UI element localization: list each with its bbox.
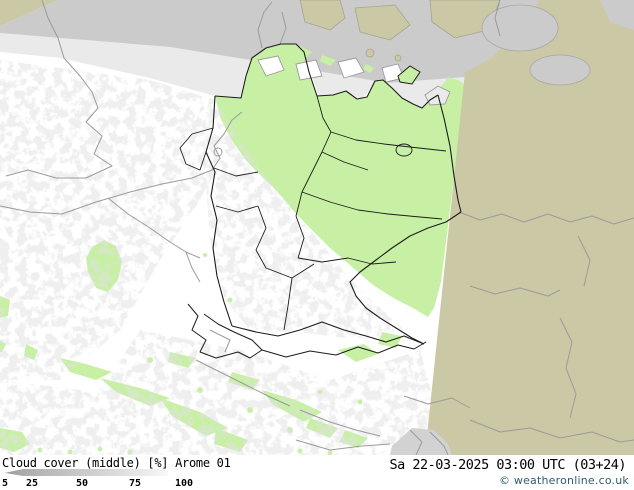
footer: Cloud cover (middle) [%] Arome 01 5 25 5… [0, 455, 634, 490]
gray-borders-layer [0, 0, 634, 455]
ruegen-island [397, 65, 421, 85]
legend-tick-25: 25 [26, 478, 39, 489]
land-outside-domain [0, 0, 634, 455]
cloud-texture-layer [0, 60, 440, 455]
legend-title: Cloud cover (middle) [%] Arome 01 [2, 456, 231, 470]
legend-tick-75: 75 [129, 478, 142, 489]
legend-tick-50: 50 [76, 478, 89, 489]
clear-sea-region [0, 33, 466, 110]
legend-tick-5: 5 [2, 478, 9, 489]
islands-layer [257, 55, 451, 106]
alps-borders-layer [187, 303, 427, 359]
map-canvas [0, 0, 634, 455]
black-borders-layer [179, 43, 462, 345]
state-borders-layer [213, 95, 447, 331]
legend-tick-100: 100 [175, 478, 194, 489]
copyright-notice: © weatheronline.co.uk [498, 474, 629, 487]
forecast-datetime: Sa 22-03-2025 03:00 UTC (03+24) [389, 457, 627, 473]
cloud-cover-map [0, 0, 634, 455]
legend-gradient-bar [5, 469, 168, 476]
